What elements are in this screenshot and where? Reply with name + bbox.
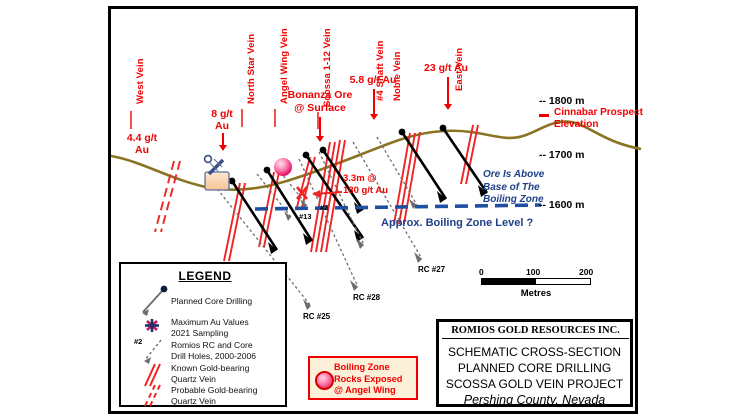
bz-callout-line-1: Boiling Zone [334,362,390,372]
intercept-line-1: 3.3m @ [343,173,377,184]
elevation-1800: -- 1800 m [539,95,585,107]
bonanza-line-2: @ Surface [294,102,346,114]
cinnabar-tick-dash [539,114,549,117]
title-block: ROMIOS GOLD RESOURCES INC. SCHEMATIC CRO… [436,319,633,407]
ore-note-line-3: Boiling Zone [483,194,544,205]
legend-item-4-line2: Quartz Vein [171,395,216,406]
vein-label-leaders [130,109,319,129]
legend-item-romios-rc-core: Romios RC and Core Drill Holes, 2000-200… [171,340,287,361]
legend-item-1-line1: Maximum Au Values [171,317,249,327]
elevation-1600: -- 1600 m [539,199,585,211]
title-line-3: SCOSSA GOLD VEIN PROJECT [445,377,624,391]
title-line-2: PLANNED CORE DRILLING [457,361,612,375]
grade-annotation-5-8: 5.8 g/t Au [349,74,397,86]
legend-icons [142,285,168,407]
scale-bar-fill [482,279,536,284]
hole-id-2: #2 [320,203,329,212]
intercept-marker [296,186,343,200]
grade-annotation-4-4: 4.4 g/t Au [111,132,173,156]
rc-hole-27: RC #27 [418,265,446,274]
bz-callout-line-2: Rocks Exposed [334,373,403,384]
intercept-annotation: 3.3m @ 180 g/t Au [343,173,435,197]
company-name: ROMIOS GOLD RESOURCES INC. [442,325,629,339]
grade-4-4-text: 4.4 g/t Au [126,132,158,156]
cross-section-figure: West Vein North Star Vein Angel Wing Vei… [108,6,643,414]
bonanza-line-1: Bonanza Ore [287,89,353,101]
rc-hole-25: RC #25 [303,312,331,321]
ore-note-line-1: Ore Is Above [483,169,545,180]
drill-arrowheads [268,185,487,254]
legend-item-2-line1: Romios RC and Core [171,340,253,350]
rc-core-hole-icon [144,339,162,364]
cinnabar-line-2: Elevation [554,119,599,130]
drill-collar-dots [228,124,447,185]
bonanza-ore-note: Bonanza Ore @ Surface [265,89,375,115]
legend-item-3-line2: Quartz Vein [171,373,216,384]
scale-tick-200: 200 [579,267,594,277]
legend-item-1-line2: 2021 Sampling [171,327,229,338]
scale-tick-100: 100 [526,267,541,277]
boiling-zone-callout-dot-icon [315,371,334,390]
drill-rig-icon [203,154,230,191]
boiling-zone-exposure-marker [274,158,292,176]
cinnabar-prospect-elevation: Cinnabar Prospect Elevation [554,107,643,131]
probable-vein-icon [144,384,161,407]
legend-item-4-line1: Probable Gold-bearing [171,385,258,395]
ore-note-line-2: Base of The [483,181,540,193]
legend-title: LEGEND [178,269,232,283]
cinnabar-line-1: Cinnabar Prospect [554,107,643,118]
boiling-zone-level-label: Approx. Boiling Zone Level ? [381,217,534,229]
probable-vein-west [154,160,181,233]
legend-item-known-vein: Known Gold-bearing Quartz Vein [171,363,287,384]
title-line-4: Pershing County, Nevada [463,393,606,407]
scale-unit-label: Metres [520,288,552,299]
boiling-zone-line [254,203,542,211]
scale-bar-graphic [481,278,591,285]
title-line-1: SCHEMATIC CROSS-SECTION [447,345,622,359]
max-au-star-icon [145,319,159,332]
legend-item-max-au-values: Maximum Au Values 2021 Sampling [171,317,287,338]
hole-id-13: #13 [299,212,312,221]
legend-item-0-line1: Planned Core Drilling [171,296,253,306]
legend-box: LEGEND [119,262,287,407]
historic-rc-core-holes [213,136,423,307]
legend-item-probable-vein: Probable Gold-bearing Quartz Vein [171,385,287,406]
rc-hole-28: RC #28 [353,293,381,302]
bz-callout-line-3: @ Angel Wing [334,385,396,395]
boiling-zone-callout-text: Boiling Zone Rocks Exposed @ Angel Wing [334,362,402,397]
elevation-1700: -- 1700 m [539,149,585,161]
legend-item-2-line2: Drill Holes, 2000-2006 [171,350,257,361]
legend-hole-tag: #2 [134,337,143,346]
known-vein-icon [144,363,161,387]
grade-annotation-23: 23 g/t Au [424,62,468,74]
grade-annotation-8: 8 g/t Au [193,108,251,132]
grade-8-text: 8 g/t Au [211,108,233,132]
geology-drawing [110,120,642,310]
legend-item-planned-core-drilling: Planned Core Drilling [171,296,287,307]
ore-above-base-note: Ore Is Above Base of The Boiling Zone [483,169,544,207]
intercept-line-2: 180 g/t Au [343,185,389,196]
planned-core-drilling-icon [142,285,168,316]
legend-item-3-line1: Known Gold-bearing [171,363,250,373]
scale-tick-0: 0 [479,267,484,277]
boiling-zone-callout: Boiling Zone Rocks Exposed @ Angel Wing [308,356,418,400]
